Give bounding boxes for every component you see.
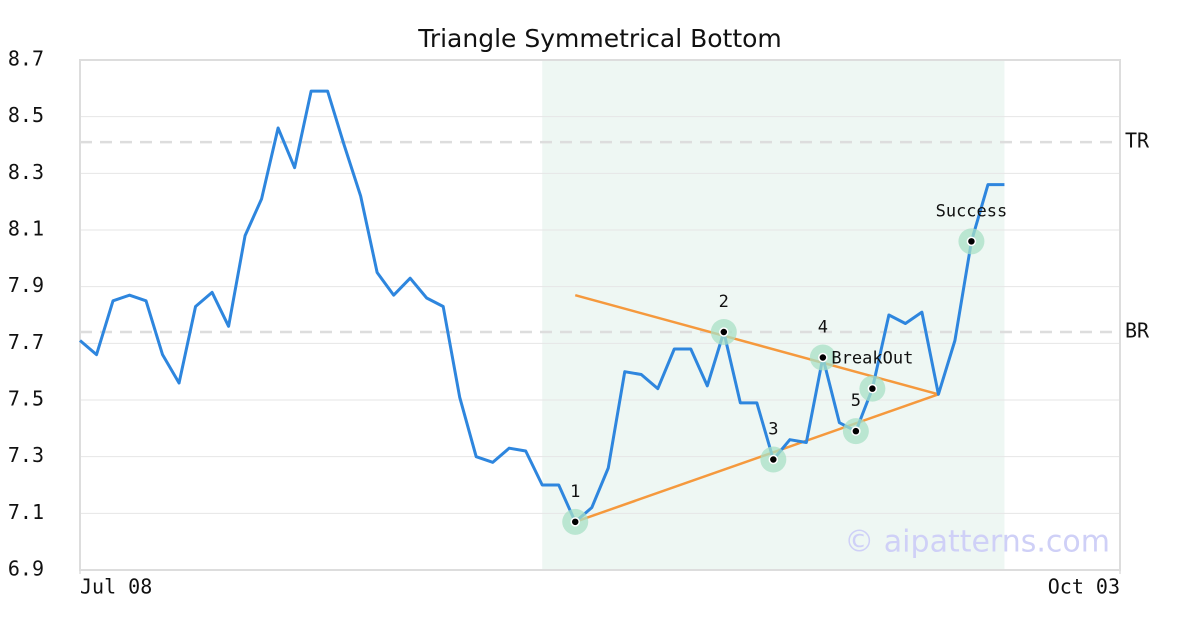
y-tick-label: 8.5 [8,103,44,127]
watermark: © aipatterns.com [844,525,1110,560]
annotation-label: 5 [851,391,861,411]
x-tick-label: Jul 08 [80,575,152,599]
trend-line [574,393,939,524]
y-tick-label: 7.9 [8,273,44,297]
y-tick-label: 7.1 [8,500,44,524]
y-tick-label: 8.1 [8,217,44,241]
y-tick-label: 8.3 [8,160,44,184]
point-dot [570,517,580,527]
annotation-label: BreakOut [831,349,913,369]
y-tick-label: 7.3 [8,443,44,467]
annotation-label: Success [936,201,1008,221]
y-tick-label: 7.7 [8,330,44,354]
point-dot [768,454,779,465]
point-dot [966,236,977,247]
y-tick-label: 8.7 [8,47,44,71]
point-dot [818,352,828,363]
reference-label: TR [1125,129,1150,153]
point-dot [867,383,878,394]
plot-frame [79,59,1121,571]
reference-label: BR [1125,319,1150,343]
annotation-label: 3 [768,420,778,440]
y-tick-label: 7.5 [8,387,44,411]
x-tick-label: Oct 03 [1048,575,1120,599]
annotation-label: 2 [719,292,729,312]
point-dot [851,426,861,436]
y-tick-label: 6.9 [8,557,44,581]
pattern-region [542,60,1005,570]
annotation-label: 1 [570,482,580,502]
annotation-label: 4 [818,318,828,338]
chart-title: Triangle Symmetrical Bottom [417,24,782,53]
point-dot [719,327,729,337]
